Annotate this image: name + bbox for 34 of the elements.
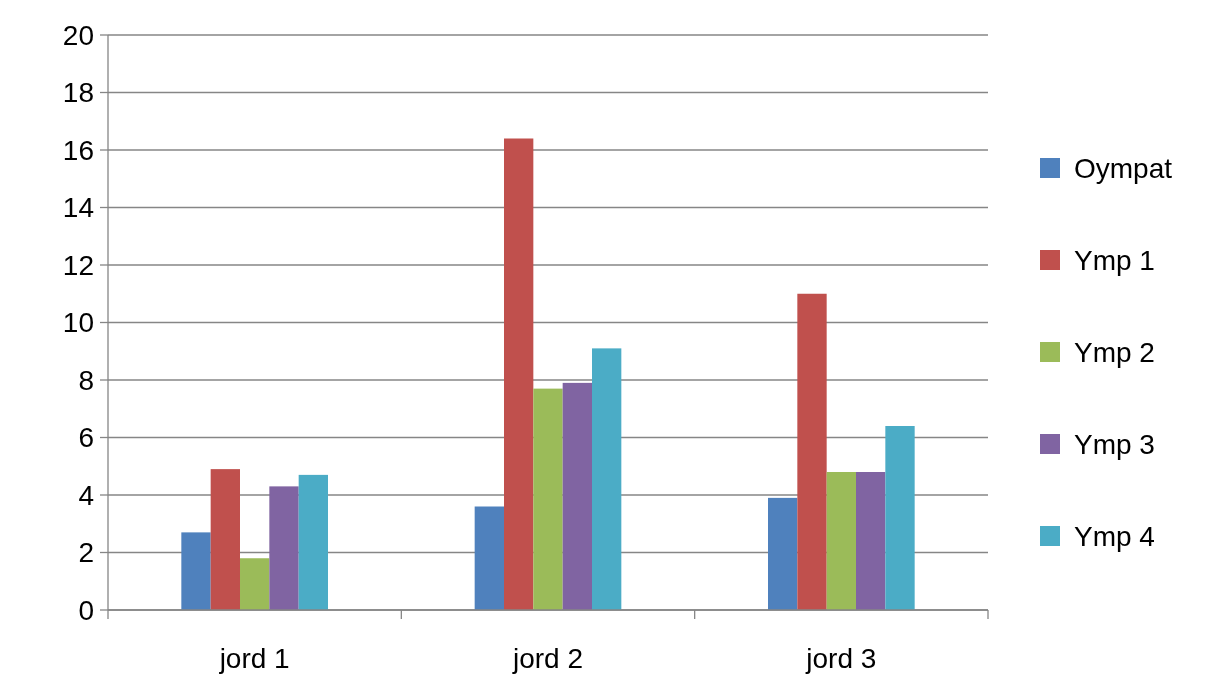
- bar: [797, 293, 827, 610]
- y-tick-label: 14: [62, 192, 94, 224]
- y-tick-label: 6: [78, 422, 94, 454]
- bar: [533, 388, 563, 610]
- bar: [562, 382, 592, 610]
- y-tick-label: 0: [78, 594, 94, 626]
- bar: [856, 472, 886, 610]
- y-tick-label: 2: [78, 537, 94, 569]
- y-tick-label: 12: [62, 249, 94, 281]
- y-tick-label: 20: [62, 19, 94, 51]
- y-tick-label: 16: [62, 134, 94, 166]
- bar: [240, 558, 270, 610]
- bar: [885, 426, 915, 610]
- y-tick-label: 18: [62, 77, 94, 109]
- bar: [592, 348, 622, 610]
- bar: [210, 469, 240, 610]
- bar: [826, 472, 856, 610]
- x-tick-label: jord 1: [218, 643, 290, 674]
- bar: [269, 486, 299, 610]
- legend-label: Ymp 1: [1074, 244, 1155, 276]
- y-tick-label: 4: [78, 479, 94, 511]
- legend-label: Oympat: [1074, 152, 1173, 184]
- bar: [504, 138, 534, 610]
- y-tick-label: 10: [62, 307, 94, 339]
- legend-label: Ymp 2: [1074, 336, 1155, 368]
- legend-label: Ymp 3: [1074, 428, 1155, 460]
- bar: [768, 497, 798, 610]
- bar: [298, 474, 328, 610]
- x-tick-label: jord 3: [805, 643, 877, 674]
- x-tick-label: jord 2: [511, 643, 584, 674]
- legend-label: Ymp 4: [1074, 520, 1155, 552]
- bar: [474, 506, 504, 610]
- bar: [181, 532, 211, 610]
- y-tick-label: 8: [78, 364, 94, 396]
